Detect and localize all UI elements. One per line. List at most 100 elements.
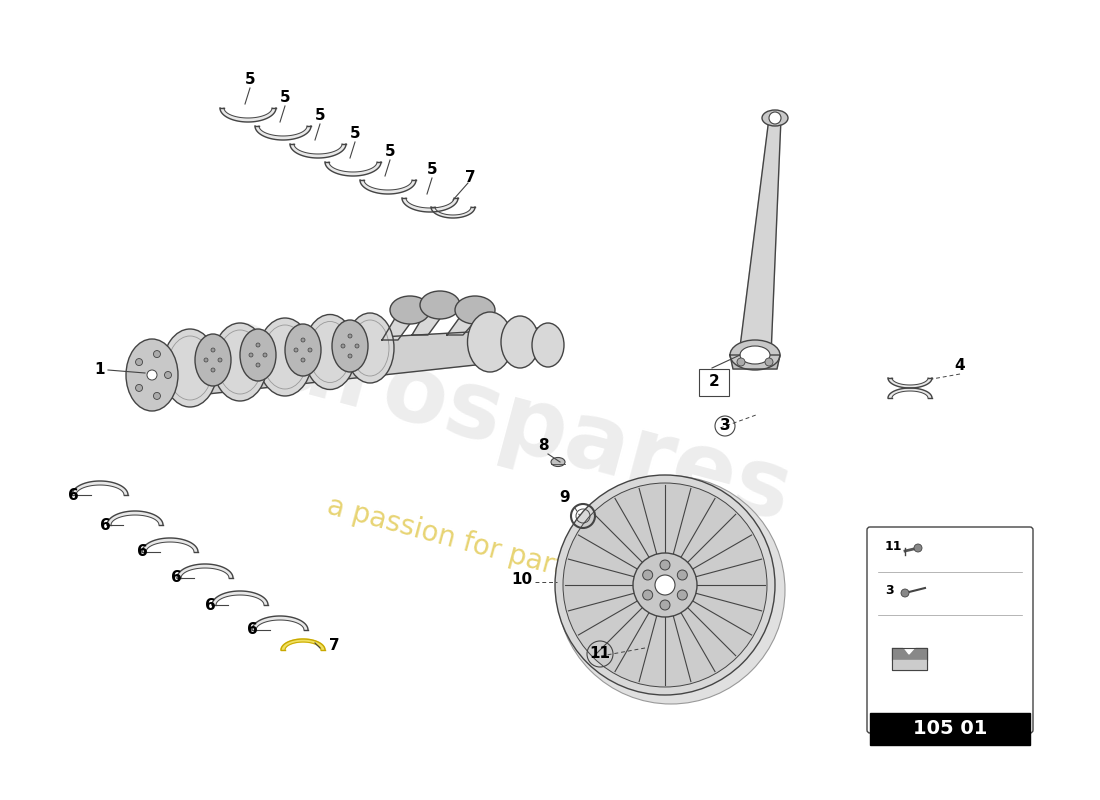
Ellipse shape — [212, 323, 267, 401]
FancyBboxPatch shape — [867, 527, 1033, 733]
Polygon shape — [152, 328, 540, 400]
Text: a passion for parts since 1985: a passion for parts since 1985 — [323, 492, 736, 628]
Text: eurospares: eurospares — [199, 298, 801, 542]
Ellipse shape — [740, 346, 770, 364]
Text: 5: 5 — [315, 109, 326, 123]
Circle shape — [654, 575, 675, 595]
Circle shape — [764, 358, 773, 366]
Circle shape — [263, 353, 267, 357]
Text: 11: 11 — [590, 646, 610, 662]
Circle shape — [301, 338, 305, 342]
Polygon shape — [382, 310, 420, 340]
Text: 5: 5 — [279, 90, 290, 106]
Circle shape — [642, 590, 652, 600]
Circle shape — [153, 350, 161, 358]
Ellipse shape — [126, 339, 178, 411]
Polygon shape — [902, 645, 917, 654]
Polygon shape — [177, 564, 233, 578]
Circle shape — [769, 112, 781, 124]
Ellipse shape — [500, 316, 539, 368]
Text: 105 01: 105 01 — [913, 719, 987, 738]
Polygon shape — [252, 616, 308, 630]
Polygon shape — [107, 511, 163, 525]
Circle shape — [135, 385, 143, 391]
Ellipse shape — [532, 323, 564, 367]
Polygon shape — [220, 108, 276, 122]
Circle shape — [632, 553, 697, 617]
Text: 5: 5 — [427, 162, 438, 178]
Polygon shape — [892, 648, 927, 660]
Circle shape — [678, 590, 688, 600]
Circle shape — [153, 393, 161, 399]
Circle shape — [660, 560, 670, 570]
Circle shape — [301, 358, 305, 362]
Circle shape — [557, 476, 785, 704]
Polygon shape — [447, 310, 485, 335]
Circle shape — [914, 544, 922, 552]
Circle shape — [147, 370, 157, 380]
Polygon shape — [72, 481, 128, 495]
Circle shape — [256, 343, 260, 347]
Circle shape — [348, 334, 352, 338]
Text: 6: 6 — [246, 622, 257, 638]
Text: 5: 5 — [385, 145, 395, 159]
Text: 4: 4 — [955, 358, 966, 374]
Text: 6: 6 — [136, 545, 147, 559]
Ellipse shape — [332, 320, 368, 372]
Ellipse shape — [285, 324, 321, 376]
Polygon shape — [730, 355, 780, 369]
Ellipse shape — [762, 110, 788, 126]
Text: 7: 7 — [329, 638, 339, 653]
Circle shape — [642, 570, 652, 580]
Circle shape — [355, 344, 359, 348]
Ellipse shape — [163, 329, 218, 407]
Text: 11: 11 — [886, 540, 902, 553]
Circle shape — [249, 353, 253, 357]
Circle shape — [256, 363, 260, 367]
Circle shape — [308, 348, 312, 352]
Circle shape — [737, 358, 745, 366]
Polygon shape — [360, 180, 416, 194]
Text: 5: 5 — [350, 126, 361, 142]
Polygon shape — [290, 144, 346, 158]
Ellipse shape — [551, 458, 565, 466]
Polygon shape — [402, 198, 458, 212]
Polygon shape — [324, 162, 381, 176]
Text: 6: 6 — [170, 570, 182, 586]
Polygon shape — [412, 305, 450, 335]
Ellipse shape — [420, 291, 460, 319]
Circle shape — [204, 358, 208, 362]
Ellipse shape — [730, 340, 780, 370]
Circle shape — [341, 344, 345, 348]
Text: 7: 7 — [464, 170, 475, 185]
Polygon shape — [142, 538, 198, 552]
Circle shape — [563, 483, 767, 687]
Ellipse shape — [240, 329, 276, 381]
Polygon shape — [888, 388, 932, 398]
Polygon shape — [255, 126, 311, 140]
Ellipse shape — [257, 318, 312, 396]
Circle shape — [211, 368, 215, 372]
Text: 6: 6 — [67, 487, 78, 502]
Ellipse shape — [455, 296, 495, 324]
Circle shape — [660, 600, 670, 610]
Ellipse shape — [195, 334, 231, 386]
FancyBboxPatch shape — [870, 713, 1030, 745]
Text: 3: 3 — [719, 418, 730, 434]
Ellipse shape — [468, 312, 513, 372]
Circle shape — [556, 475, 776, 695]
Polygon shape — [888, 378, 932, 388]
Polygon shape — [892, 660, 927, 670]
Circle shape — [165, 371, 172, 378]
Text: 9: 9 — [560, 490, 570, 506]
Circle shape — [211, 348, 215, 352]
Text: 10: 10 — [512, 573, 532, 587]
Text: 3: 3 — [886, 584, 893, 597]
Circle shape — [678, 570, 688, 580]
Text: 6: 6 — [205, 598, 216, 613]
Circle shape — [135, 358, 143, 366]
Polygon shape — [739, 118, 781, 355]
Ellipse shape — [304, 314, 356, 390]
Polygon shape — [280, 639, 324, 650]
Circle shape — [901, 589, 909, 597]
